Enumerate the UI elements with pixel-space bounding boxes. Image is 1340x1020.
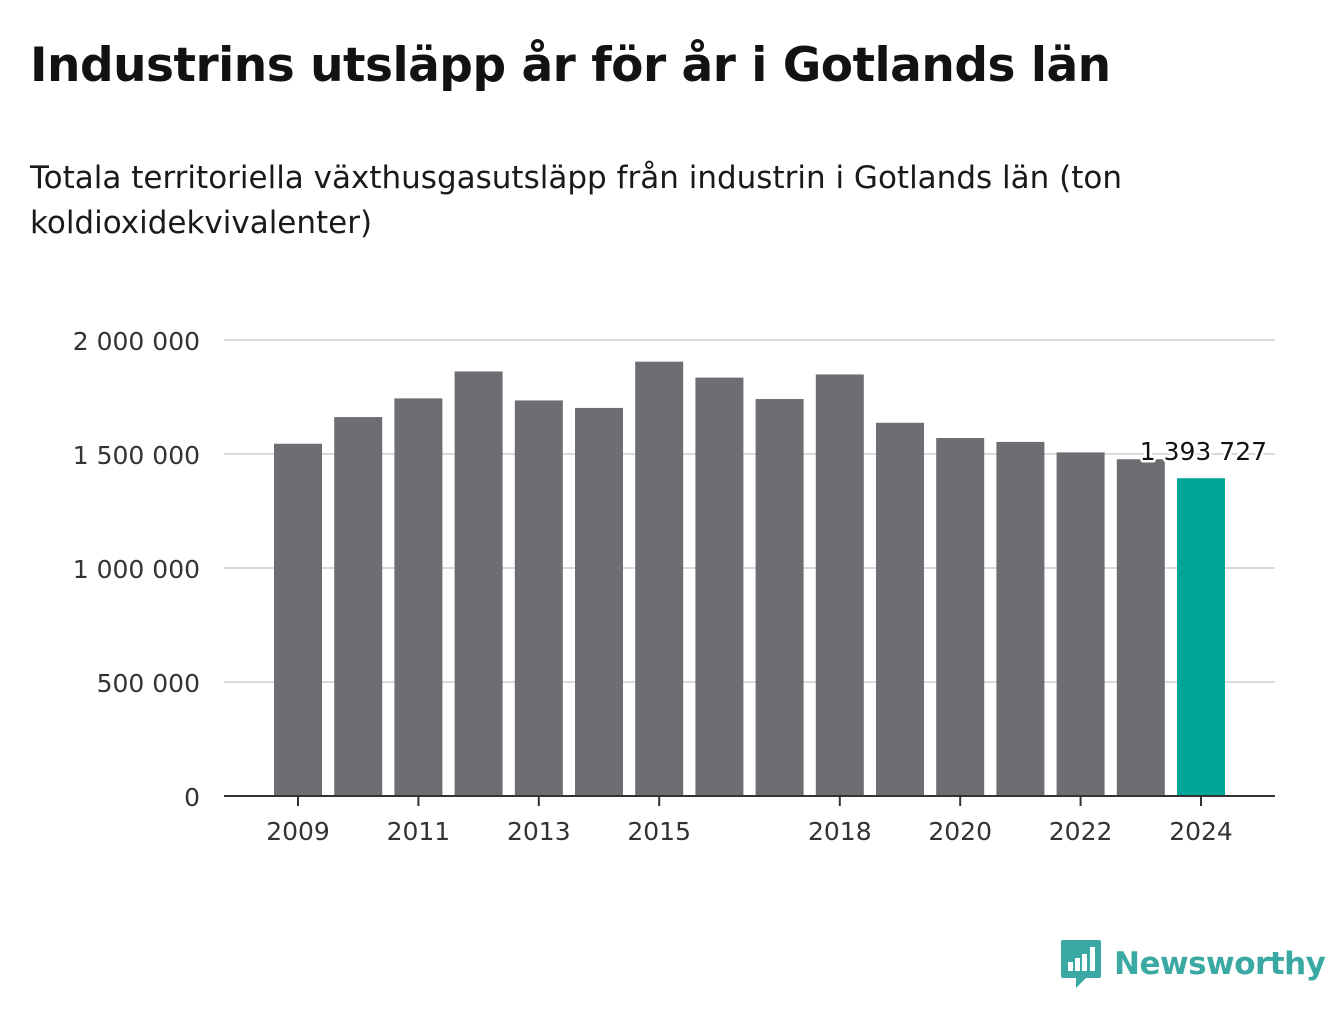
bar xyxy=(815,374,864,796)
bar xyxy=(274,443,322,796)
y-tick-label: 0 xyxy=(184,783,200,812)
x-tick-label: 2013 xyxy=(507,817,571,846)
bar xyxy=(755,399,804,796)
x-tick-label: 2022 xyxy=(1049,817,1113,846)
bar xyxy=(575,407,623,796)
x-tick-label: 2020 xyxy=(928,817,992,846)
brand-name: Newsworthy xyxy=(1114,946,1326,982)
y-tick-label: 2 000 000 xyxy=(73,327,200,356)
chart-title: Industrins utsläpp år för år i Gotlands … xyxy=(30,38,1111,93)
x-tick-label: 2018 xyxy=(808,817,872,846)
bar xyxy=(695,377,744,796)
y-tick-label: 500 000 xyxy=(97,669,200,698)
bar xyxy=(635,361,684,796)
bar xyxy=(334,417,383,796)
bar xyxy=(1056,452,1105,796)
x-tick-label: 2015 xyxy=(627,817,691,846)
y-tick-label: 1 500 000 xyxy=(73,441,200,470)
chart-subtitle: Totala territoriella växthusgasutsläpp f… xyxy=(30,160,1122,241)
x-tick-label: 2009 xyxy=(266,817,330,846)
bar-highlight xyxy=(1177,478,1225,796)
bar-chart: 0 500 000 1 000 000 1 500 000 2 000 000 2009 2… xyxy=(73,327,1275,846)
y-tick-label: 1 000 000 xyxy=(73,555,200,584)
bar xyxy=(996,441,1045,796)
highlight-value-label: 1 393 727 xyxy=(1140,437,1267,466)
x-tick-label: 2011 xyxy=(387,817,451,846)
bar xyxy=(1116,459,1165,796)
bar xyxy=(394,398,443,796)
newsworthy-brand: Newsworthy xyxy=(1060,938,1326,990)
x-tick-label: 2024 xyxy=(1169,817,1233,846)
bar xyxy=(936,438,985,796)
bar xyxy=(514,400,563,796)
newsworthy-logo-icon xyxy=(1061,940,1101,988)
bar xyxy=(876,422,924,796)
bar xyxy=(454,371,503,796)
